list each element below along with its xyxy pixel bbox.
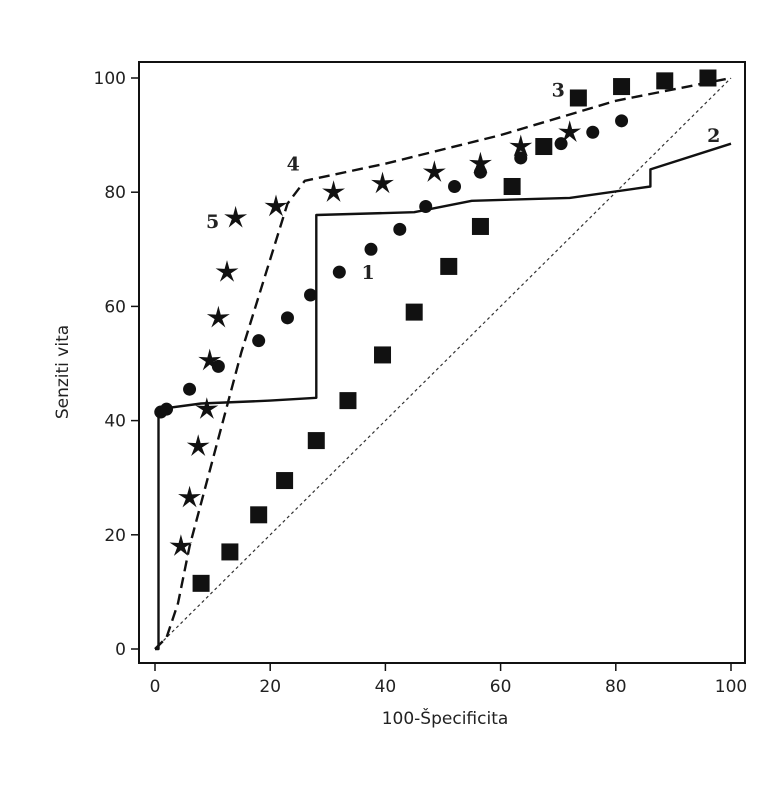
- curve-1-point: [280, 311, 294, 325]
- curve-1-point: [252, 334, 266, 348]
- y-axis-title: Senziti vita: [53, 325, 73, 419]
- x-axis-title: 100-Špecificita: [382, 707, 509, 729]
- y-tick-label: 40: [104, 412, 126, 432]
- curve-5-point: [206, 305, 230, 328]
- x-tick-label: 20: [259, 677, 281, 697]
- curve-2-label: 2: [707, 125, 720, 147]
- curve-5-point: [264, 194, 288, 217]
- curve-1-point: [615, 114, 629, 128]
- curve-1-point: [393, 222, 407, 236]
- curve-3-point: [374, 346, 392, 364]
- curve-3-label: 3: [552, 79, 565, 101]
- x-tick-label: 40: [375, 677, 397, 697]
- curve-3-point: [192, 574, 210, 592]
- curve-1-point: [160, 402, 174, 416]
- curve-3-point: [276, 472, 294, 490]
- x-tick-label: 0: [150, 677, 161, 697]
- curve-1-point: [304, 288, 318, 302]
- curve-1-point: [514, 151, 528, 165]
- curve-5-point: [215, 260, 239, 282]
- curve-3-point: [613, 78, 631, 96]
- curve-markers-layer: [154, 69, 717, 592]
- curve-3-point: [503, 177, 521, 195]
- y-tick-label: 100: [94, 69, 126, 89]
- curve-5-point: [224, 205, 248, 228]
- curve-5-point: [509, 134, 533, 157]
- plot-frame: [138, 61, 746, 664]
- curve-5-point: [186, 434, 210, 456]
- curve-5-point: [322, 180, 345, 202]
- curve-3-point: [250, 506, 268, 524]
- curve-3-point: [535, 138, 553, 156]
- curve-1-point: [183, 382, 197, 396]
- curve-1-label: 1: [362, 262, 375, 284]
- curve-1-point: [448, 179, 462, 193]
- curve-1-point: [364, 242, 378, 256]
- curve-4-line: [154, 76, 732, 650]
- curve-5-label: 5: [206, 211, 219, 233]
- curve-3-point: [569, 89, 587, 107]
- curve-5-point: [422, 160, 446, 182]
- x-tick-label: 100: [715, 677, 747, 697]
- x-tick-label: 80: [605, 677, 627, 697]
- curve-3-point: [440, 257, 458, 275]
- y-tick-label: 20: [104, 526, 126, 546]
- curve-labels-layer: 1 2 3 4 5: [206, 79, 720, 284]
- curve-5-point: [198, 348, 222, 371]
- curve-3-point: [405, 303, 423, 321]
- curve-2-line: [155, 142, 732, 651]
- curve-1-point: [419, 199, 433, 213]
- curve-1-point: [211, 359, 225, 373]
- curve-3-point: [221, 543, 239, 561]
- curve-5-point: [469, 151, 492, 174]
- curve-5-point: [558, 120, 582, 142]
- reference-diagonal-layer: [154, 77, 732, 650]
- curve-5-point: [371, 171, 394, 194]
- y-tick-label: 80: [104, 183, 126, 203]
- curve-1-point: [332, 265, 346, 279]
- curve-3-point: [339, 392, 357, 410]
- y-tick-label: 60: [104, 297, 126, 317]
- axis-ticks-layer: 0 20 40 60 80 100 0 20 40 60 80 100: [94, 69, 748, 697]
- curve-5-point: [195, 397, 219, 419]
- reference-diagonal: [154, 77, 732, 650]
- y-tick-label: 0: [115, 640, 126, 660]
- curve-5-point: [169, 534, 193, 556]
- curve-3-point: [471, 217, 489, 235]
- curve-3-point: [307, 432, 325, 450]
- x-tick-label: 60: [490, 677, 512, 697]
- curve-3-point: [699, 69, 717, 87]
- curve-4-label: 4: [287, 154, 300, 176]
- curve-3-point: [656, 72, 674, 90]
- curve-1-point: [586, 125, 600, 139]
- curve-5-point: [178, 485, 201, 508]
